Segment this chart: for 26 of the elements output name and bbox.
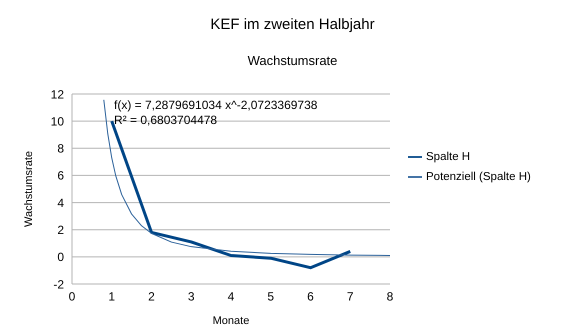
x-tick-label: 1 [108, 290, 116, 304]
chart-title: KEF im zweiten Halbjahr [209, 16, 376, 33]
x-tick-label: 6 [307, 290, 314, 304]
chart-subtitle: Wachstumsrate [246, 53, 338, 68]
x-tick-label: 7 [346, 290, 354, 304]
y-tick-label: 10 [50, 114, 64, 128]
y-tick-label: -2 [53, 277, 64, 292]
annotation: f(x) = 7,2879691034 x^-2,0723369738 [114, 98, 318, 113]
annotation: R² = 0,6803704478 [114, 113, 218, 128]
y-tick-label: 6 [57, 168, 64, 183]
y-axis-title: Wachstumsrate [22, 150, 35, 228]
line-series [103, 99, 390, 256]
y-tick-label: 12 [50, 87, 64, 102]
legend-label: Potenziell (Spalte H) [426, 171, 531, 183]
y-tick-label: 4 [57, 196, 64, 210]
x-tick-label: 4 [228, 290, 235, 304]
x-axis-title: Monate [212, 315, 250, 327]
x-tick-label: 0 [68, 290, 76, 304]
y-tick-label: 8 [57, 142, 64, 156]
x-tick-label: 8 [386, 290, 394, 304]
x-tick-label: 5 [267, 290, 274, 304]
y-tick-label: 2 [57, 222, 64, 237]
y-tick-label: 0 [57, 250, 64, 264]
legend-label: Spalte H [426, 151, 470, 163]
x-tick-label: 2 [148, 290, 156, 304]
x-tick-label: 3 [188, 290, 195, 304]
